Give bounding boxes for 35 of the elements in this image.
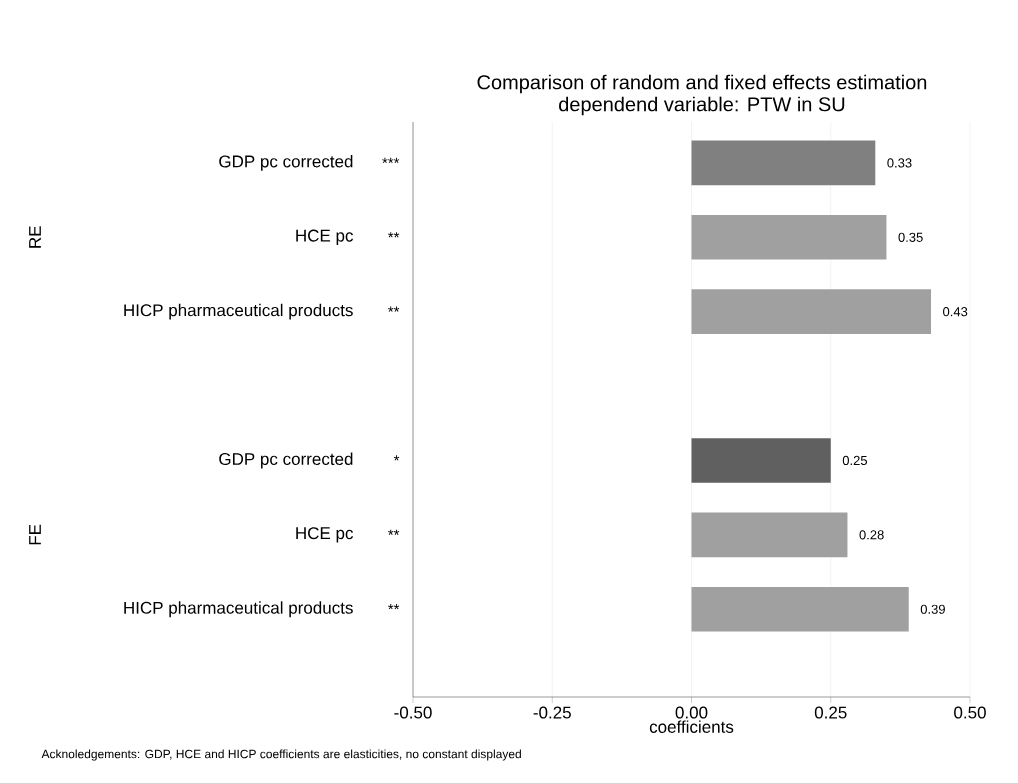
chart-subtitle: dependend variable: PTW in SU	[559, 96, 845, 116]
bar	[691, 289, 932, 334]
bar	[691, 438, 831, 483]
x-tick-label: 0.50	[954, 706, 986, 719]
data-label: 0.35	[898, 232, 923, 242]
bar	[691, 512, 848, 558]
y-tick-label: HICP pharmaceutical products	[124, 601, 353, 618]
text: FE	[29, 524, 41, 545]
text: **	[388, 232, 400, 238]
bar	[691, 214, 887, 260]
text: RE	[29, 226, 41, 248]
text: ***	[382, 157, 400, 164]
x-tick-label: 0.25	[814, 706, 847, 719]
y-tick-label: HCE pc	[296, 527, 353, 543]
data-label: 0.39	[920, 604, 945, 614]
data-label: 0.25	[842, 455, 868, 466]
chart-title: Comparison of random and fixed effects estimation	[477, 74, 927, 94]
data-label: 0.33	[887, 158, 912, 168]
y-tick-label: GDP pc corrected	[219, 452, 353, 469]
text: Acknoledgements: GDP, HCE and HICP coefficients are elasticities, no constant displayed	[41, 749, 521, 761]
y-tick-label: HICP pharmaceutical products	[124, 303, 353, 320]
x-tick-label: -0.50	[394, 706, 432, 719]
x-tick-label: 0.00	[675, 706, 708, 719]
bar	[691, 586, 909, 632]
text: **	[388, 306, 400, 312]
text: **	[388, 529, 400, 535]
x-axis-title: coefficients	[649, 720, 734, 733]
x-tick-label: -0.25	[533, 706, 571, 719]
y-tick-label: GDP pc corrected	[219, 155, 353, 171]
data-label: 0.28	[859, 530, 884, 540]
text: *	[393, 455, 400, 461]
y-tick-label: HCE pc	[296, 229, 353, 245]
data-label: 0.43	[943, 307, 968, 317]
text: **	[388, 604, 400, 610]
bar	[691, 140, 876, 186]
